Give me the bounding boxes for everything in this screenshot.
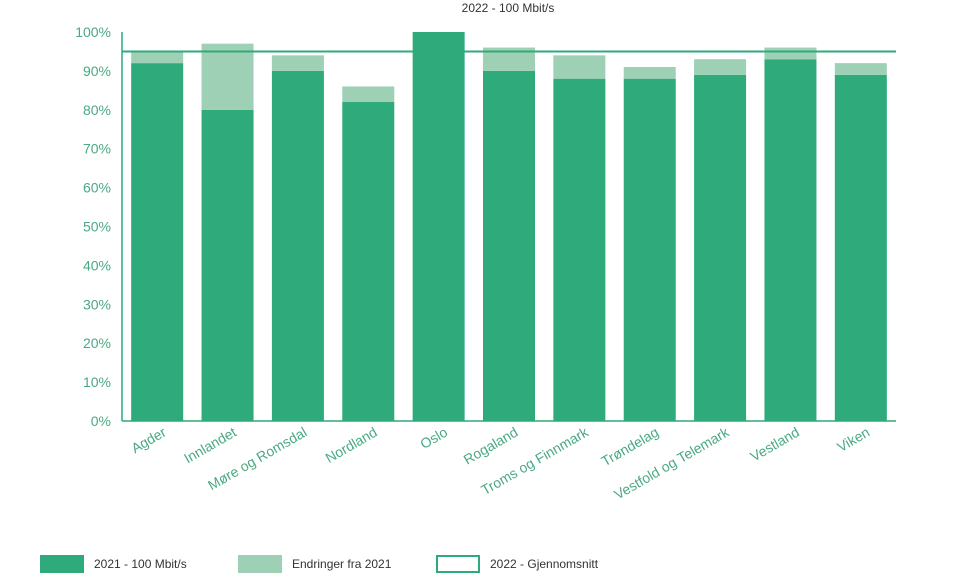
bar-2021-9	[764, 59, 817, 421]
legend-swatch-endringer	[238, 555, 282, 573]
bar-chart: 2022 - 100 Mbit/s 0% 10% 20% 30% 40% 50% 60% 70…	[75, 1, 896, 502]
y-tick-label: 30%	[83, 296, 111, 312]
bar-endringer-1	[201, 43, 254, 110]
y-tick-label: 50%	[83, 219, 111, 235]
y-tick-label: 40%	[83, 257, 111, 273]
bars	[131, 32, 887, 422]
legend: 2021 - 100 Mbit/s Endringer fra 2021 202…	[0, 554, 957, 576]
x-tick-label: Rogaland	[461, 424, 521, 468]
bar-2021-8	[694, 74, 747, 421]
bar-endringer-2	[271, 55, 324, 71]
y-tick-label: 60%	[83, 180, 111, 196]
y-tick-label: 90%	[83, 63, 111, 79]
bar-endringer-10	[834, 63, 887, 75]
x-tick-label: Agder	[128, 424, 169, 457]
bar-2021-0	[131, 63, 184, 422]
bar-2021-2	[271, 70, 324, 422]
bar-endringer-5	[483, 47, 535, 71]
bar-2021-1	[201, 109, 254, 422]
legend-item-2021: 2021 - 100 Mbit/s	[40, 554, 187, 574]
x-tick-label: Vestland	[747, 424, 802, 465]
x-tick-label: Oslo	[417, 424, 450, 452]
bar-2021-4	[412, 32, 465, 421]
bar-endringer-9	[764, 47, 817, 60]
x-tick-label: Nordland	[323, 424, 380, 466]
x-tick-label: Viken	[834, 424, 872, 455]
x-tick-label: Innlandet	[181, 424, 239, 467]
bar-2021-10	[834, 74, 887, 421]
bar-endringer-8	[694, 59, 747, 75]
y-tick-label: 10%	[83, 374, 111, 390]
y-tick-label: 0%	[91, 413, 111, 429]
chart-title: 2022 - 100 Mbit/s	[462, 1, 555, 15]
bar-2021-5	[483, 70, 535, 422]
y-tick-label: 20%	[83, 335, 111, 351]
bar-endringer-0	[131, 51, 184, 64]
x-tick-label: Trøndelag	[598, 424, 661, 470]
bar-2021-3	[342, 102, 395, 422]
y-tick-label: 100%	[75, 24, 111, 40]
bar-2021-7	[623, 78, 676, 422]
bar-2021-6	[553, 78, 606, 422]
legend-label-gjennomsnitt: 2022 - Gjennomsnitt	[490, 557, 599, 571]
bar-endringer-7	[623, 67, 676, 79]
legend-item-gjennomsnitt: 2022 - Gjennomsnitt	[436, 554, 598, 574]
bar-endringer-6	[553, 55, 606, 79]
legend-swatch-gjennomsnitt	[436, 555, 480, 573]
legend-item-endringer: Endringer fra 2021	[238, 554, 391, 574]
y-axis: 0% 10% 20% 30% 40% 50% 60% 70% 80% 90% 100%	[75, 24, 123, 429]
bar-endringer-3	[342, 86, 395, 103]
x-tick-label: Vestfold og Telemark	[611, 423, 732, 502]
legend-swatch-2021	[40, 555, 84, 573]
y-tick-label: 70%	[83, 141, 111, 157]
y-tick-label: 80%	[83, 102, 111, 118]
legend-label-endringer: Endringer fra 2021	[292, 557, 392, 571]
legend-label-2021: 2021 - 100 Mbit/s	[94, 557, 187, 571]
